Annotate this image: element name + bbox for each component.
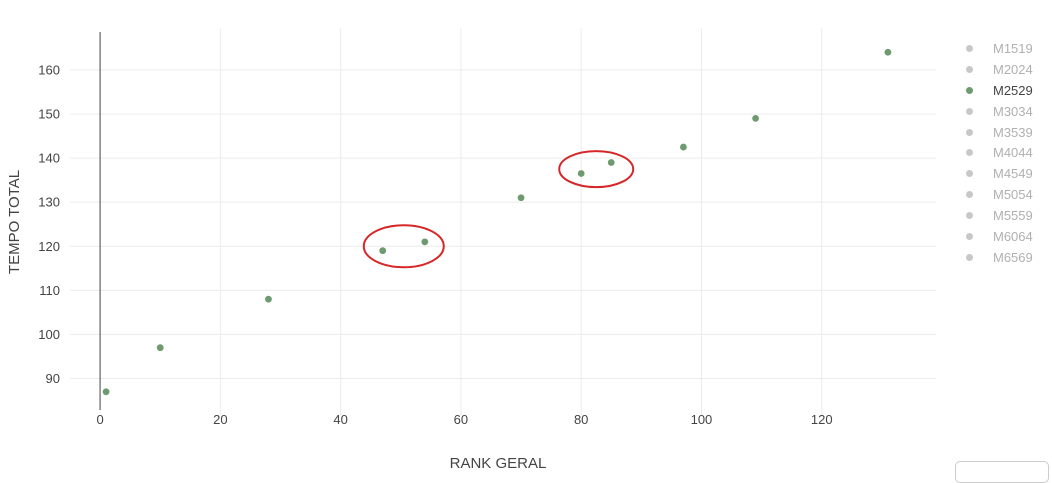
data-point[interactable] (379, 247, 387, 255)
legend-item[interactable]: M2529 (964, 80, 1050, 101)
legend-item[interactable]: M6569 (964, 247, 1050, 268)
legend-marker-icon (966, 128, 973, 136)
legend-label: M3034 (993, 103, 1033, 119)
y-tick-label: 110 (39, 283, 60, 298)
x-tick-label: 40 (333, 412, 347, 427)
legend-label: M4549 (993, 166, 1033, 182)
data-point[interactable] (607, 159, 615, 166)
legend-item[interactable]: M2024 (964, 59, 1050, 80)
legend-label: M6064 (993, 228, 1033, 244)
y-tick-label: 120 (38, 239, 60, 254)
grid-lines (70, 28, 936, 416)
legend-label: M5054 (993, 187, 1033, 203)
legend-item[interactable]: M1519 (964, 38, 1050, 59)
scatter-chart: 0 20 40 60 80 100 120 90 100 110 120 130 140 150 160 R… (6, 28, 936, 471)
legend-marker-icon (966, 191, 973, 199)
legend-marker-icon (966, 44, 973, 52)
data-point[interactable] (680, 143, 687, 151)
legend-item[interactable]: M6064 (964, 226, 1050, 247)
data-point[interactable] (884, 48, 892, 56)
data-point[interactable] (102, 388, 110, 396)
highlight-ellipse (558, 150, 635, 189)
legend-item[interactable]: M4044 (964, 142, 1050, 163)
legend-item[interactable]: M3034 (964, 101, 1050, 122)
legend-marker-icon (966, 212, 973, 220)
legend-label: M1519 (993, 40, 1033, 56)
legend-marker-icon (966, 86, 973, 94)
legend-marker-icon (966, 232, 973, 240)
data-point[interactable] (156, 344, 164, 352)
x-tick-label: 80 (574, 412, 588, 427)
legend: M1519 M2024 M2529 M3034 M3539 M4044 M4549 M5054… (964, 38, 1050, 268)
legend-marker-icon (966, 107, 973, 115)
highlight-ellipse (362, 224, 445, 269)
x-tick-label: 0 (96, 412, 103, 427)
legend-marker-icon (966, 253, 973, 261)
legend-item[interactable]: M5559 (964, 205, 1050, 226)
y-tick-label: 160 (38, 62, 60, 77)
legend-label: M3539 (993, 124, 1033, 140)
y-tick-label: 100 (38, 327, 60, 342)
data-point[interactable] (421, 238, 429, 246)
data-point[interactable] (517, 194, 525, 202)
legend-label: M5559 (993, 208, 1033, 224)
x-tick-label: 60 (454, 412, 468, 427)
tick-labels: 0 20 40 60 80 100 120 90 100 110 120 130 140 150 160 (38, 62, 832, 427)
y-tick-label: 150 (38, 106, 60, 121)
legend-item[interactable]: M4549 (964, 163, 1050, 184)
legend-marker-icon (966, 170, 973, 178)
y-tick-label: 130 (38, 195, 60, 210)
data-point[interactable] (752, 114, 759, 122)
y-tick-label: 140 (38, 151, 60, 166)
legend-marker-icon (966, 149, 973, 157)
legend-marker-icon (966, 65, 973, 73)
x-tick-label: 100 (691, 412, 713, 427)
y-axis-title: TEMPO TOTAL (6, 170, 23, 274)
legend-label: M4044 (993, 145, 1033, 161)
legend-item[interactable]: M3539 (964, 122, 1050, 143)
legend-label: M2529 (993, 82, 1033, 98)
x-axis-title: RANK GERAL (450, 455, 547, 471)
x-tick-label: 20 (213, 412, 227, 427)
data-point[interactable] (577, 170, 585, 177)
legend-label: M6569 (993, 249, 1033, 265)
x-tick-label: 120 (811, 412, 833, 427)
y-tick-label: 90 (46, 371, 60, 386)
legend-label: M2024 (993, 61, 1033, 77)
annotations (362, 150, 635, 269)
legend-item[interactable]: M5054 (964, 184, 1050, 205)
data-points (102, 48, 892, 396)
data-point[interactable] (265, 295, 272, 303)
toolbar-button[interactable] (955, 461, 1049, 483)
